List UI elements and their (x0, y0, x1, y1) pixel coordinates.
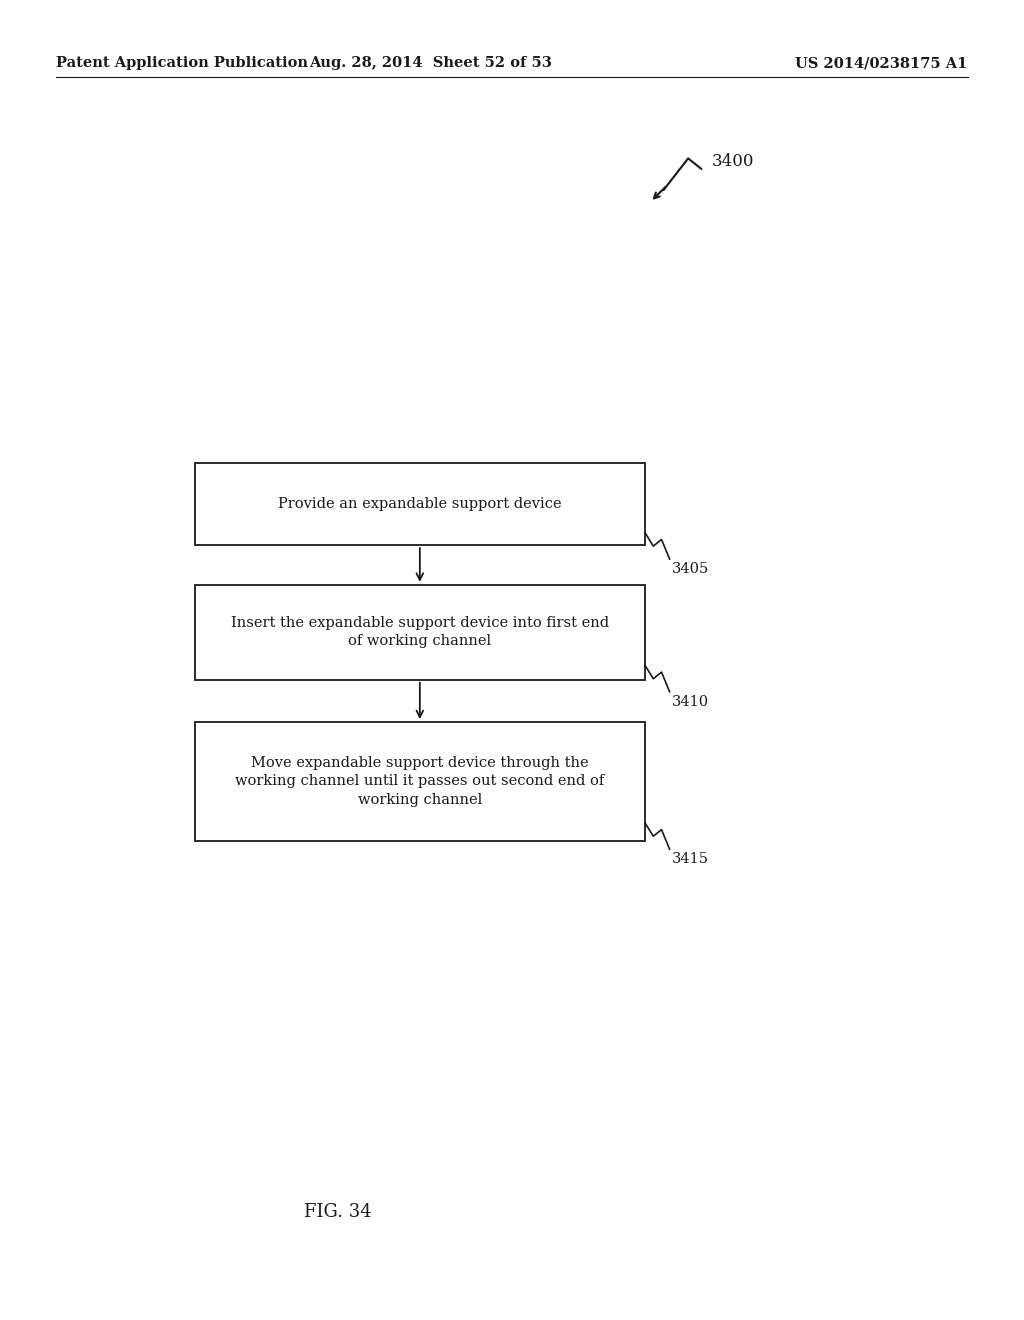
Text: Aug. 28, 2014  Sheet 52 of 53: Aug. 28, 2014 Sheet 52 of 53 (308, 57, 552, 70)
Text: Move expandable support device through the
working channel until it passes out s: Move expandable support device through t… (236, 756, 604, 807)
Text: Insert the expandable support device into first end
of working channel: Insert the expandable support device int… (230, 616, 609, 648)
Text: US 2014/0238175 A1: US 2014/0238175 A1 (796, 57, 968, 70)
Bar (195, 722, 645, 841)
Text: FIG. 34: FIG. 34 (304, 1203, 372, 1221)
Text: Provide an expandable support device: Provide an expandable support device (279, 498, 561, 511)
Text: 3405: 3405 (672, 562, 709, 576)
Bar (195, 463, 645, 545)
Text: 3400: 3400 (712, 153, 755, 169)
Text: 3415: 3415 (672, 853, 709, 866)
Bar (195, 585, 645, 680)
Text: 3410: 3410 (672, 694, 709, 709)
Text: Patent Application Publication: Patent Application Publication (56, 57, 308, 70)
